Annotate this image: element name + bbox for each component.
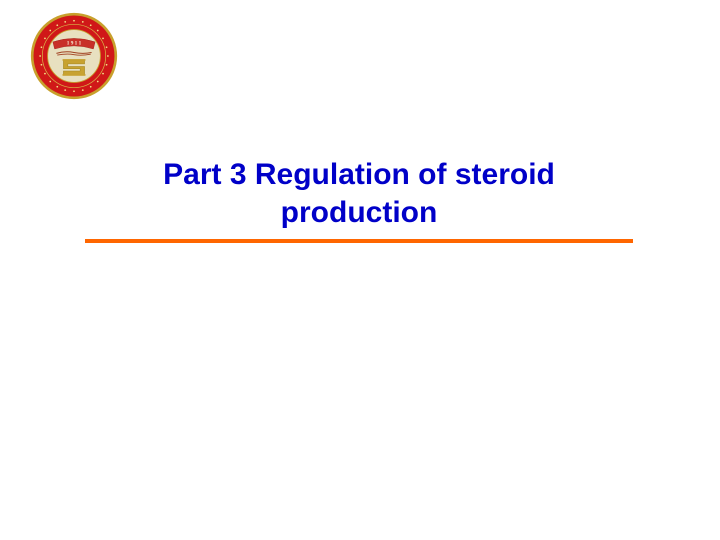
title-block: Part 3 Regulation of steroid production: [85, 156, 633, 243]
university-seal-logo: 1 9 1 1: [30, 12, 118, 100]
logo-year-text: 1 9 1 1: [67, 41, 82, 47]
title-underline: [85, 239, 633, 243]
slide-title: Part 3 Regulation of steroid production: [85, 156, 633, 237]
